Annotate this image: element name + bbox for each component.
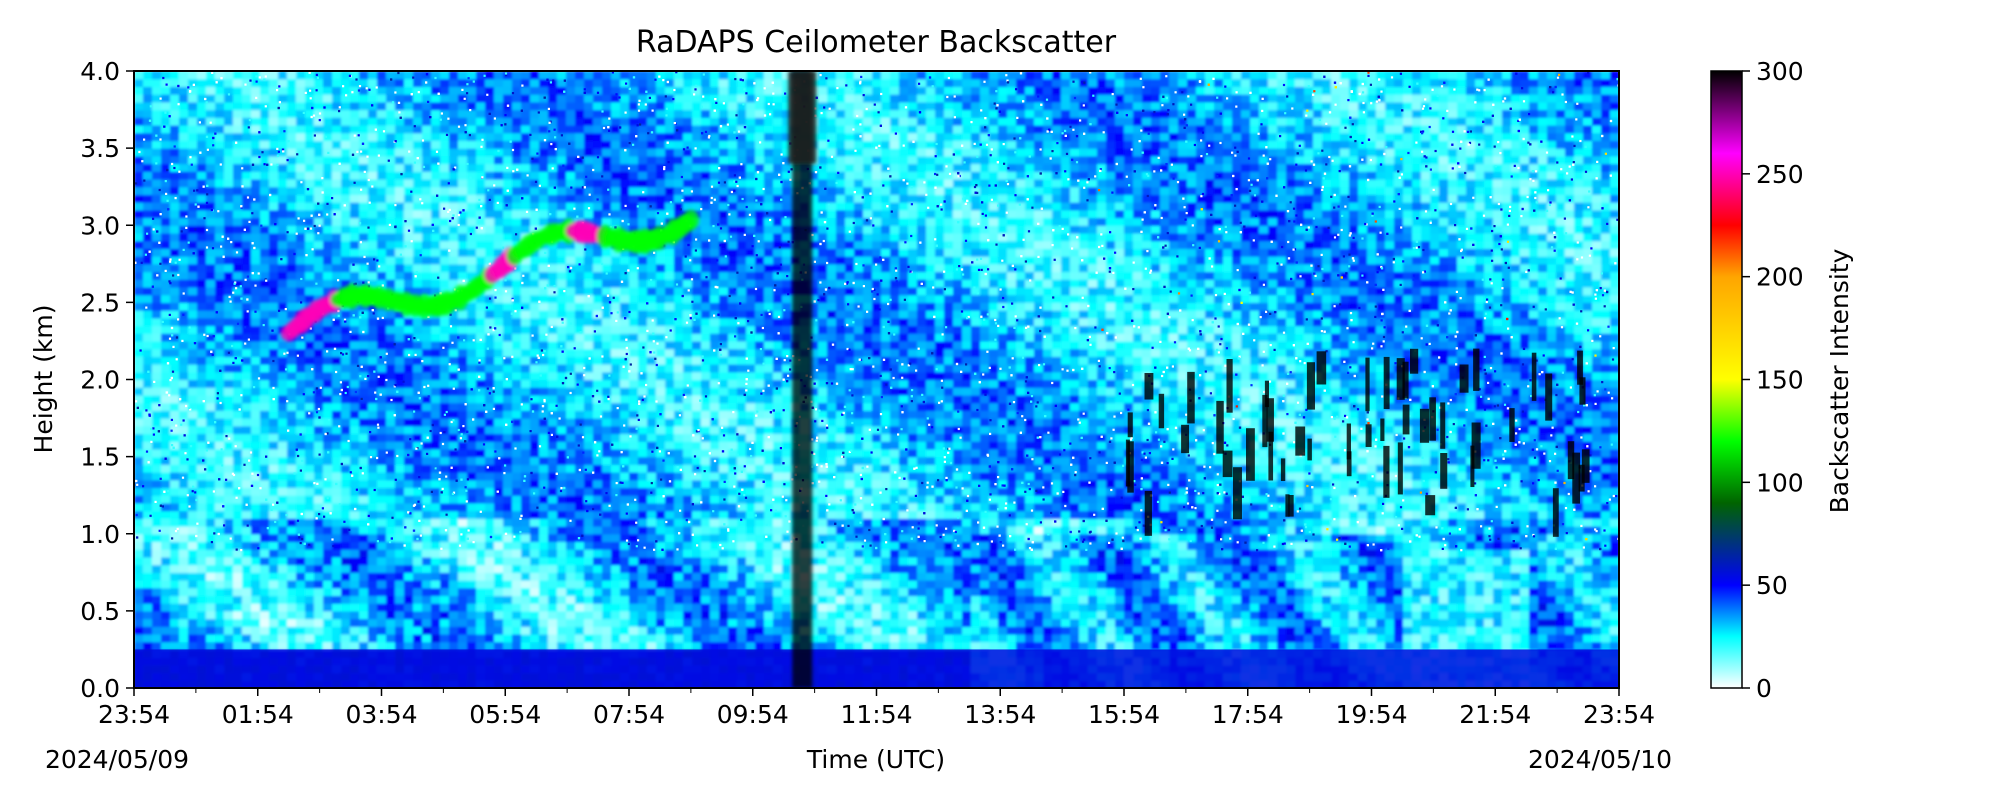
precipitation-streak <box>792 71 813 688</box>
y-tick-label: 1.5 <box>80 443 120 472</box>
colorbar-tick-label: 250 <box>1756 160 1804 189</box>
colorbar-tick-label: 100 <box>1756 468 1804 497</box>
x-tick-label: 01:54 <box>222 700 294 729</box>
plot-area <box>134 71 1619 688</box>
colorbar-tick-label: 200 <box>1756 263 1804 292</box>
x-axis: 23:54 01:54 03:54 05:54 07:54 09:54 11:54 13:54… <box>98 688 1655 729</box>
cloud-base-cluster <box>1125 348 1590 537</box>
x-tick-label: 19:54 <box>1335 700 1407 729</box>
colorbar-tick-label: 300 <box>1756 57 1804 86</box>
y-tick-label: 3.0 <box>80 211 120 240</box>
start-date-label: 2024/05/09 <box>45 745 189 774</box>
x-tick-label: 17:54 <box>1212 700 1284 729</box>
colorbar-label: Backscatter Intensity <box>1825 248 1854 513</box>
x-tick-label: 03:54 <box>345 700 417 729</box>
colorbar-tick-label: 50 <box>1756 571 1788 600</box>
x-tick-label: 11:54 <box>840 700 912 729</box>
x-axis-label: Time (UTC) <box>806 745 945 774</box>
y-tick-label: 4.0 <box>80 57 120 86</box>
y-tick-label: 0.0 <box>80 674 120 703</box>
x-tick-label: 15:54 <box>1088 700 1160 729</box>
y-tick-label: 2.0 <box>80 366 120 395</box>
chart-title: RaDAPS Ceilometer Backscatter <box>636 25 1117 60</box>
y-tick-label: 2.5 <box>80 288 120 317</box>
x-tick-label: 09:54 <box>717 700 789 729</box>
y-axis-label: Height (km) <box>29 305 58 454</box>
precipitation-top-blob <box>788 71 817 164</box>
y-axis: 0.0 0.5 1.0 1.5 2.0 2.5 3.0 3.5 4.0 <box>80 57 134 703</box>
y-tick-label: 3.5 <box>80 134 120 163</box>
x-tick-label: 23:54 <box>98 700 170 729</box>
y-tick-label: 0.5 <box>80 597 120 626</box>
colorbar-ticks: 0 50 100 150 200 250 300 <box>1742 57 1804 703</box>
colorbar <box>1710 70 1743 689</box>
end-date-label: 2024/05/10 <box>1528 745 1672 774</box>
chart-marks <box>134 71 1619 688</box>
colorbar-tick-label: 0 <box>1756 674 1772 703</box>
surface-layer-band <box>134 649 1619 688</box>
x-tick-label: 05:54 <box>469 700 541 729</box>
y-tick-label: 1.0 <box>80 520 120 549</box>
x-tick-label: 13:54 <box>964 700 1036 729</box>
colorbar-tick-label: 150 <box>1756 366 1804 395</box>
aerosol-layer <box>280 209 699 342</box>
x-tick-label: 23:54 <box>1583 700 1655 729</box>
x-tick-label: 07:54 <box>593 700 665 729</box>
x-tick-label: 21:54 <box>1459 700 1531 729</box>
